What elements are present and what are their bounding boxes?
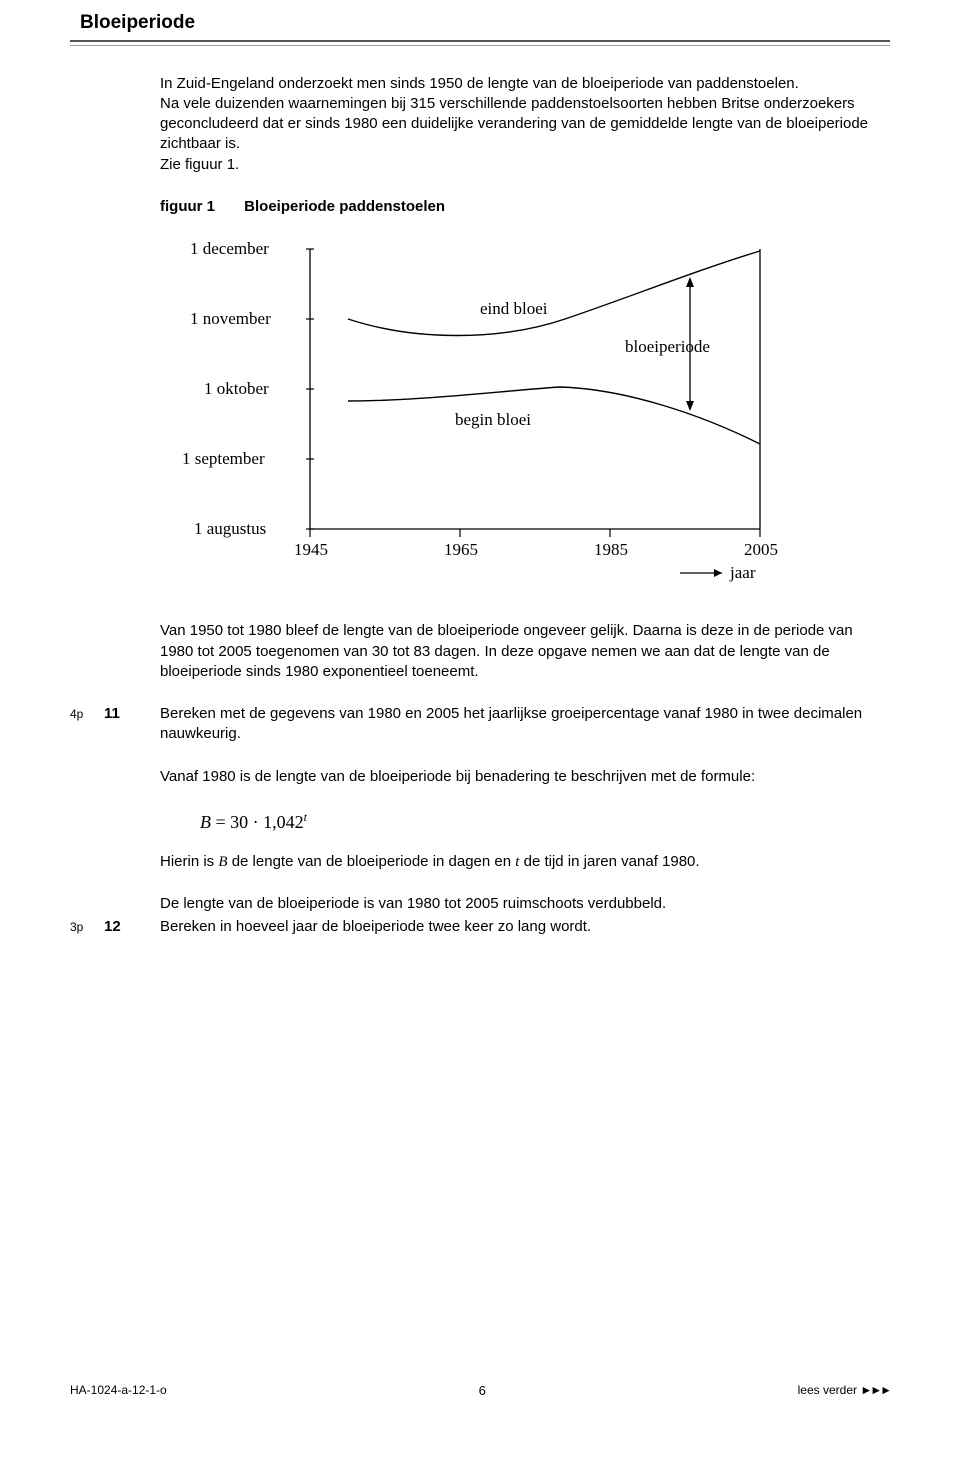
formula-B: B <box>200 812 211 832</box>
intro-p2: Na vele duizenden waarnemingen bij 315 v… <box>160 95 868 153</box>
x-axis-label: jaar <box>729 563 756 582</box>
figure-title: Bloeiperiode paddenstoelen <box>244 198 445 215</box>
question-12: 3p 12 Bereken in hoeveel jaar de bloeipe… <box>70 917 890 937</box>
intro-paragraph: In Zuid-Engeland onderzoekt men sinds 19… <box>160 74 870 175</box>
x-axis-arrow-head <box>714 569 722 577</box>
intro-p1: In Zuid-Engeland onderzoekt men sinds 19… <box>160 75 799 92</box>
af-p1b: de lengte van de bloeiperiode in dagen e… <box>228 853 516 870</box>
x-tick-2005: 2005 <box>744 540 778 559</box>
q12-number: 12 <box>104 917 160 937</box>
after-q11-text: Vanaf 1980 is de lengte van de bloeiperi… <box>160 767 870 787</box>
af-p1a: Hierin is <box>160 853 218 870</box>
formula-eq: = <box>211 812 230 832</box>
bloeiperiode-label: bloeiperiode <box>625 337 710 356</box>
q12-points: 3p <box>70 917 104 937</box>
y-tick-sep: 1 september <box>182 449 265 468</box>
q11-points: 4p <box>70 704 104 745</box>
figure-chart: 1 december 1 november 1 oktober 1 septem… <box>160 229 890 595</box>
footer-left: HA-1024-a-12-1-o <box>70 1382 167 1400</box>
footer-right-text: lees verder <box>798 1383 861 1397</box>
intro-p3: Zie figuur 1. <box>160 156 239 173</box>
bloeiperiode-arrow-up <box>686 277 694 287</box>
y-tick-oct: 1 oktober <box>204 379 269 398</box>
eind-bloei-curve <box>348 251 760 336</box>
footer-page-number: 6 <box>479 1382 486 1400</box>
begin-bloei-label: begin bloei <box>455 410 531 429</box>
q11-number: 11 <box>104 704 160 745</box>
footer-arrows-icon: ►►► <box>860 1383 890 1397</box>
af-p1c: de tijd in jaren vanaf 1980. <box>519 853 699 870</box>
y-tick-nov: 1 november <box>190 309 271 328</box>
begin-bloei-curve <box>348 387 760 444</box>
y-tick-dec: 1 december <box>190 239 269 258</box>
x-tick-1965: 1965 <box>444 540 478 559</box>
x-tick-1985: 1985 <box>594 540 628 559</box>
after-formula-text: Hierin is B de lengte van de bloeiperiod… <box>160 852 870 872</box>
q11-text: Bereken met de gegevens van 1980 en 2005… <box>160 704 870 745</box>
before-q12-text: De lengte van de bloeiperiode is van 198… <box>160 894 870 914</box>
figure-caption: figuur 1 Bloeiperiode paddenstoelen <box>160 197 890 217</box>
bloeiperiode-arrow-down <box>686 401 694 411</box>
mid-paragraph: Van 1950 tot 1980 bleef de lengte van de… <box>160 621 870 682</box>
horizontal-rule <box>70 40 890 46</box>
page-footer: HA-1024-a-12-1-o 6 lees verder ►►► <box>70 1382 890 1400</box>
af-B: B <box>218 854 227 870</box>
question-11: 4p 11 Bereken met de gegevens van 1980 e… <box>70 704 890 745</box>
footer-right: lees verder ►►► <box>798 1382 890 1400</box>
q12-text: Bereken in hoeveel jaar de bloeiperiode … <box>160 917 870 937</box>
x-tick-1945: 1945 <box>294 540 328 559</box>
y-tick-aug: 1 augustus <box>194 519 266 538</box>
figure-number: figuur 1 <box>160 197 240 217</box>
eind-bloei-label: eind bloei <box>480 299 548 318</box>
section-title: Bloeiperiode <box>80 10 890 36</box>
formula: B = 30 · 1,042t <box>200 809 890 834</box>
formula-exp: t <box>304 810 307 824</box>
formula-coef: 30 · 1,042 <box>230 812 304 832</box>
